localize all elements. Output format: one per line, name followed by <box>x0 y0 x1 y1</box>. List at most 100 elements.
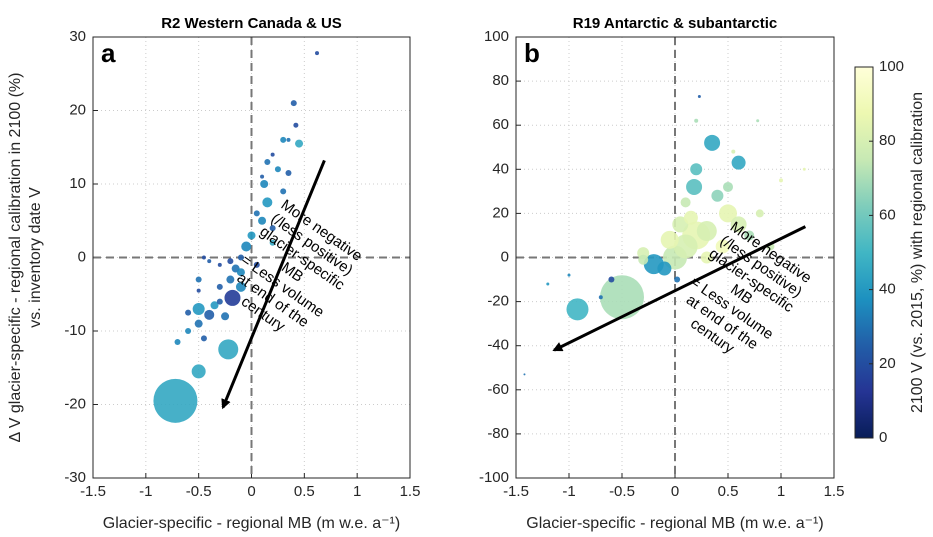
y-tick-label: 60 <box>492 116 509 133</box>
y-tick-label: -60 <box>487 381 509 398</box>
x-tick-label: 0.5 <box>718 483 739 500</box>
point <box>730 216 747 233</box>
point <box>264 158 271 165</box>
point <box>274 166 281 173</box>
point <box>192 302 205 315</box>
point <box>756 119 760 123</box>
point <box>270 152 275 157</box>
y-tick-label: -80 <box>487 425 509 442</box>
colorbar-tick-label: 40 <box>879 281 896 298</box>
point <box>280 188 287 195</box>
point <box>269 225 276 232</box>
point <box>697 95 701 99</box>
point <box>153 378 198 423</box>
x-tick-label: 1.5 <box>824 483 845 500</box>
y-tick-label: 0 <box>501 248 509 265</box>
point <box>674 276 681 283</box>
chart-title: R19 Antarctic & subantarctic <box>573 15 778 32</box>
point <box>269 239 276 246</box>
annotation-arrow <box>221 159 326 410</box>
point <box>227 258 234 265</box>
y-tick-label: 20 <box>492 204 509 221</box>
chart-title: R2 Western Canada & US <box>161 15 342 32</box>
y-tick-label: 30 <box>69 28 86 45</box>
point <box>207 259 212 264</box>
point <box>711 189 724 202</box>
point <box>216 298 223 305</box>
x-tick-label: 0 <box>247 483 255 500</box>
x-tick-label: 0 <box>671 483 679 500</box>
point <box>237 254 244 261</box>
point <box>224 289 241 306</box>
point <box>204 309 215 320</box>
x-tick-label: -1.5 <box>503 483 529 500</box>
point <box>660 230 679 249</box>
point <box>704 134 721 151</box>
y-tick-label: -10 <box>64 322 86 339</box>
point <box>217 262 222 267</box>
point <box>196 288 201 293</box>
point <box>216 283 223 290</box>
point <box>174 339 181 346</box>
y-tick-label: -20 <box>487 293 509 310</box>
point <box>546 282 550 286</box>
annotation-arrow <box>552 225 807 352</box>
point <box>690 163 703 176</box>
y-axis-label: vs. inventory date V <box>27 187 44 328</box>
point <box>295 139 304 148</box>
point <box>247 231 256 240</box>
y-tick-label: 0 <box>78 248 86 265</box>
point <box>286 137 291 142</box>
point <box>638 254 649 265</box>
point <box>802 167 806 171</box>
colorbar-tick-label: 60 <box>879 206 896 223</box>
point <box>657 261 672 276</box>
point <box>686 178 703 195</box>
point <box>260 174 265 179</box>
point <box>694 118 699 123</box>
point <box>523 373 526 376</box>
point <box>241 241 252 252</box>
x-tick-label: -0.5 <box>609 483 635 500</box>
y-tick-label: -20 <box>64 395 86 412</box>
x-tick-label: -1.5 <box>80 483 106 500</box>
point <box>673 234 698 259</box>
point <box>200 335 207 342</box>
point <box>253 210 260 217</box>
point <box>195 276 202 283</box>
point <box>566 298 589 321</box>
point <box>280 136 287 143</box>
x-axis-label: Glacier-specific - regional MB (m w.e. a… <box>103 515 400 532</box>
point <box>744 230 755 241</box>
x-tick-label: 1.5 <box>400 483 421 500</box>
point <box>258 216 267 225</box>
colorbar-label: 2100 V (vs. 2015, %) with regional calib… <box>909 92 926 413</box>
point <box>680 197 691 208</box>
colorbar-tick-label: 20 <box>879 355 896 372</box>
point <box>696 221 717 242</box>
y-tick-label: -100 <box>479 469 509 486</box>
point <box>253 261 260 268</box>
point <box>218 339 239 360</box>
point <box>715 239 730 254</box>
point <box>260 180 269 188</box>
y-tick-label: -30 <box>64 469 86 486</box>
point <box>755 209 764 218</box>
x-axis-label: Glacier-specific - regional MB (m w.e. a… <box>526 515 823 532</box>
colorbar-tick-label: 0 <box>879 429 887 446</box>
point <box>293 122 299 128</box>
point <box>567 273 571 277</box>
panel-label: a <box>101 38 116 68</box>
point <box>210 301 219 310</box>
x-tick-label: -0.5 <box>186 483 212 500</box>
x-tick-label: 0.5 <box>294 483 315 500</box>
point <box>700 251 713 264</box>
y-tick-label: -40 <box>487 337 509 354</box>
point <box>185 309 192 316</box>
point <box>598 295 603 300</box>
point <box>236 268 245 277</box>
point <box>221 312 230 321</box>
x-tick-label: 1 <box>777 483 785 500</box>
point <box>191 364 206 379</box>
point <box>723 181 733 192</box>
